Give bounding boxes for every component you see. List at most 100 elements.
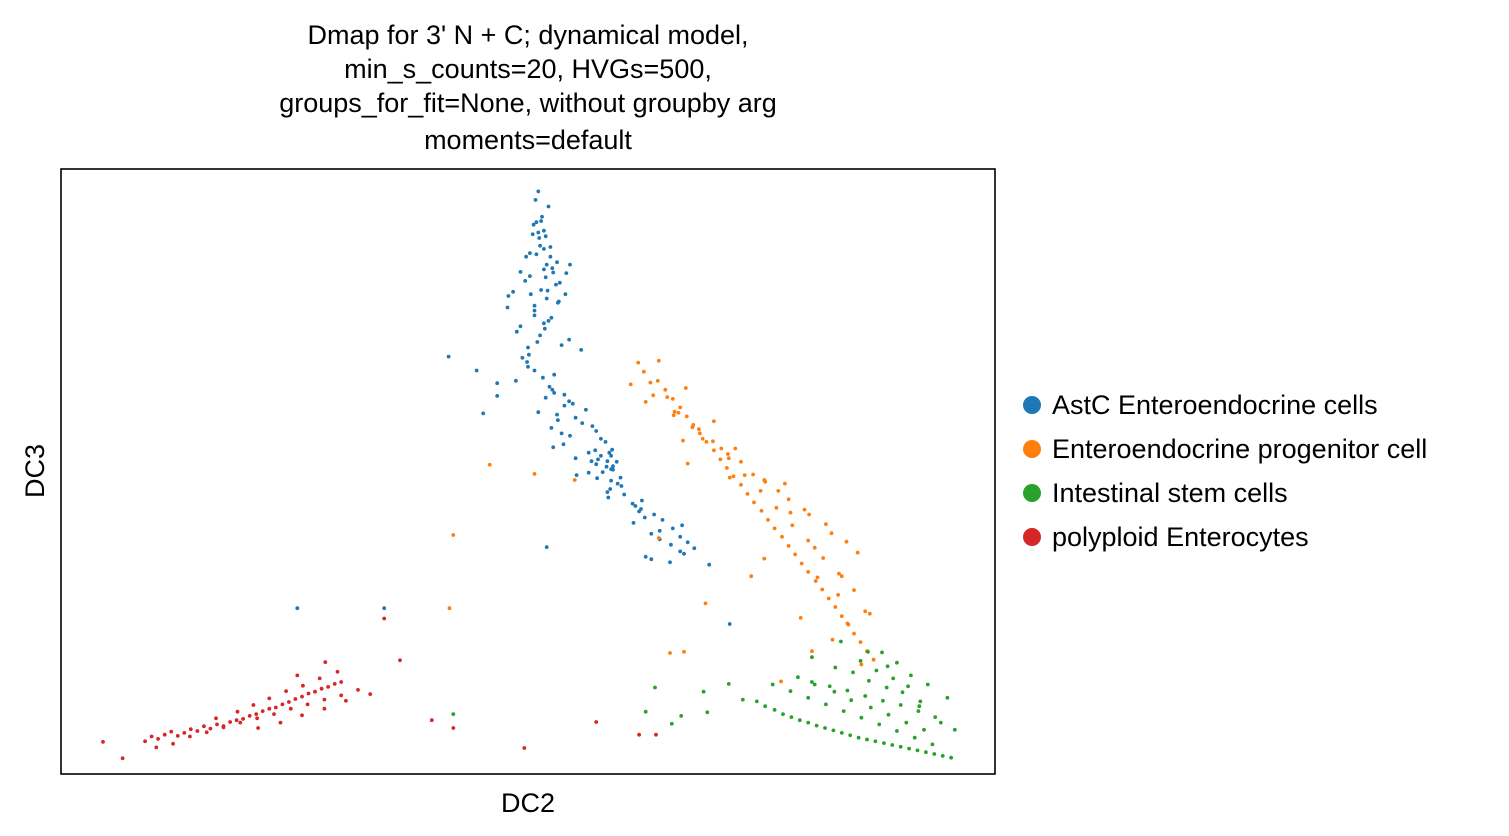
point-1-47: [837, 571, 841, 576]
legend-label-3: polyploid Enterocytes: [1052, 522, 1309, 552]
point-0-124: [474, 368, 479, 373]
point-0-97: [680, 523, 684, 528]
point-1-16: [752, 500, 756, 505]
point-0-104: [669, 542, 673, 547]
point-1-92: [779, 679, 783, 684]
point-2-60: [880, 650, 884, 655]
point-2-9: [831, 728, 836, 733]
point-1-80: [727, 475, 732, 480]
point-2-66: [933, 715, 938, 719]
series-3: [101, 616, 658, 761]
point-1-79: [685, 461, 690, 466]
point-1-84: [487, 462, 492, 467]
point-0-27: [546, 319, 551, 323]
point-0-81: [609, 478, 613, 483]
point-0-24: [532, 308, 537, 313]
point-0-69: [551, 445, 556, 450]
point-1-51: [697, 427, 701, 432]
point-3-22: [273, 705, 278, 710]
point-1-44: [790, 523, 795, 528]
point-3-49: [267, 696, 272, 701]
point-0-88: [640, 498, 644, 503]
point-0-9: [555, 260, 559, 265]
point-0-93: [652, 512, 656, 517]
point-1-24: [806, 570, 811, 574]
point-0-12: [551, 270, 556, 275]
point-2-42: [810, 680, 814, 684]
point-1-50: [672, 409, 677, 414]
point-0-146: [564, 271, 569, 275]
series-2: [451, 639, 957, 760]
point-0-44: [541, 375, 545, 380]
point-0-67: [603, 440, 608, 444]
point-2-29: [859, 715, 864, 720]
point-0-94: [642, 515, 647, 520]
point-0-60: [580, 421, 585, 425]
point-0-92: [637, 509, 641, 514]
point-1-48: [852, 588, 856, 592]
point-2-7: [814, 723, 819, 728]
point-1-38: [690, 425, 695, 430]
point-0-80: [618, 475, 623, 480]
point-1-45: [806, 538, 811, 543]
point-2-72: [653, 685, 657, 690]
point-1-10: [712, 448, 716, 453]
point-0-29: [518, 324, 523, 329]
point-3-66: [594, 720, 599, 724]
point-0-45: [514, 378, 518, 383]
point-3-19: [254, 712, 259, 716]
point-1-70: [683, 386, 688, 390]
point-2-33: [930, 742, 935, 747]
point-2-70: [705, 710, 710, 715]
point-1-11: [718, 457, 723, 462]
point-0-131: [536, 230, 541, 235]
point-2-50: [833, 665, 838, 670]
legend-label-2: Intestinal stem cells: [1052, 478, 1288, 508]
point-2-68: [740, 697, 745, 702]
point-0-25: [532, 313, 537, 318]
point-2-34: [796, 675, 800, 680]
point-0-37: [579, 348, 584, 352]
point-2-43: [827, 684, 832, 689]
point-2-49: [938, 720, 943, 725]
point-1-89: [532, 472, 537, 476]
point-1-61: [671, 413, 676, 418]
point-0-141: [543, 234, 548, 239]
point-2-27: [824, 702, 828, 707]
point-0-148: [568, 262, 572, 267]
point-0-68: [561, 442, 566, 447]
point-1-58: [855, 550, 860, 555]
point-0-120: [593, 448, 598, 453]
point-3-7: [175, 734, 180, 738]
legend-label-0: AstC Enteroendocrine cells: [1052, 390, 1378, 420]
point-1-31: [852, 631, 856, 636]
point-0-111: [707, 562, 712, 567]
point-3-45: [356, 688, 360, 692]
point-1-0: [636, 360, 641, 365]
legend-marker-0: [1023, 396, 1041, 414]
point-3-42: [305, 702, 310, 707]
point-0-55: [584, 407, 588, 412]
point-1-55: [786, 497, 791, 502]
point-0-48: [550, 387, 555, 392]
point-1-40: [726, 456, 731, 461]
point-3-53: [335, 669, 340, 674]
point-3-62: [398, 658, 402, 663]
point-0-100: [649, 531, 654, 536]
point-1-74: [788, 510, 793, 515]
point-3-13: [215, 722, 219, 727]
point-2-56: [858, 659, 863, 663]
point-0-38: [527, 352, 531, 357]
point-0-121: [595, 476, 599, 481]
point-0-133: [548, 254, 553, 259]
point-0-140: [546, 204, 551, 209]
point-3-12: [208, 726, 213, 731]
point-0-13: [528, 274, 532, 278]
point-0-20: [544, 296, 549, 301]
point-2-16: [890, 743, 895, 747]
point-2-26: [806, 695, 811, 700]
point-1-67: [824, 522, 828, 526]
point-0-96: [631, 521, 636, 525]
legend-marker-3: [1023, 528, 1041, 546]
x-axis-label: DC2: [501, 788, 555, 818]
